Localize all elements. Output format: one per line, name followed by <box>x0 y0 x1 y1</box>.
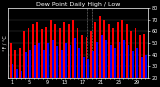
Bar <box>130 31 132 78</box>
Title: Dew Point Daily High / Low: Dew Point Daily High / Low <box>36 2 121 7</box>
Bar <box>50 20 52 78</box>
Bar <box>132 51 134 78</box>
Bar <box>110 45 112 78</box>
Bar <box>83 57 85 78</box>
Bar <box>74 38 76 78</box>
Bar <box>128 45 129 78</box>
Bar <box>99 16 101 78</box>
Bar <box>103 20 105 78</box>
Bar <box>144 34 145 78</box>
Bar <box>81 35 83 78</box>
Bar <box>61 50 63 78</box>
Bar <box>94 22 96 78</box>
Bar <box>20 71 22 78</box>
Bar <box>23 31 25 78</box>
Bar <box>121 20 123 78</box>
Bar <box>77 28 78 78</box>
Bar <box>45 27 47 78</box>
Bar <box>28 28 29 78</box>
Bar <box>126 24 128 78</box>
Bar <box>92 51 94 78</box>
Bar <box>63 22 65 78</box>
Bar <box>65 43 67 78</box>
Bar <box>47 43 49 78</box>
Bar <box>32 24 34 78</box>
Bar <box>85 37 87 78</box>
Bar <box>52 39 54 78</box>
Bar <box>41 29 43 78</box>
Y-axis label: °F / °C: °F / °C <box>2 35 7 51</box>
Bar <box>105 39 107 78</box>
Bar <box>38 43 40 78</box>
Bar <box>25 52 27 78</box>
Bar <box>123 39 125 78</box>
Bar <box>19 48 20 78</box>
Bar <box>10 43 12 78</box>
Bar <box>90 31 92 78</box>
Bar <box>16 69 18 78</box>
Bar <box>112 28 114 78</box>
Bar <box>14 50 16 78</box>
Bar <box>135 28 136 78</box>
Bar <box>12 64 13 78</box>
Bar <box>96 42 98 78</box>
Bar <box>54 24 56 78</box>
Bar <box>34 45 36 78</box>
Bar <box>119 42 120 78</box>
Bar <box>114 48 116 78</box>
Bar <box>108 24 110 78</box>
Bar <box>136 48 138 78</box>
Bar <box>117 22 119 78</box>
Bar <box>59 28 61 78</box>
Bar <box>72 20 74 78</box>
Bar <box>78 48 80 78</box>
Bar <box>101 35 103 78</box>
Bar <box>87 59 89 78</box>
Bar <box>70 45 71 78</box>
Bar <box>141 57 143 78</box>
Bar <box>29 50 31 78</box>
Bar <box>43 50 45 78</box>
Bar <box>139 35 141 78</box>
Bar <box>56 46 58 78</box>
Bar <box>36 22 38 78</box>
Bar <box>68 24 70 78</box>
Bar <box>145 55 147 78</box>
